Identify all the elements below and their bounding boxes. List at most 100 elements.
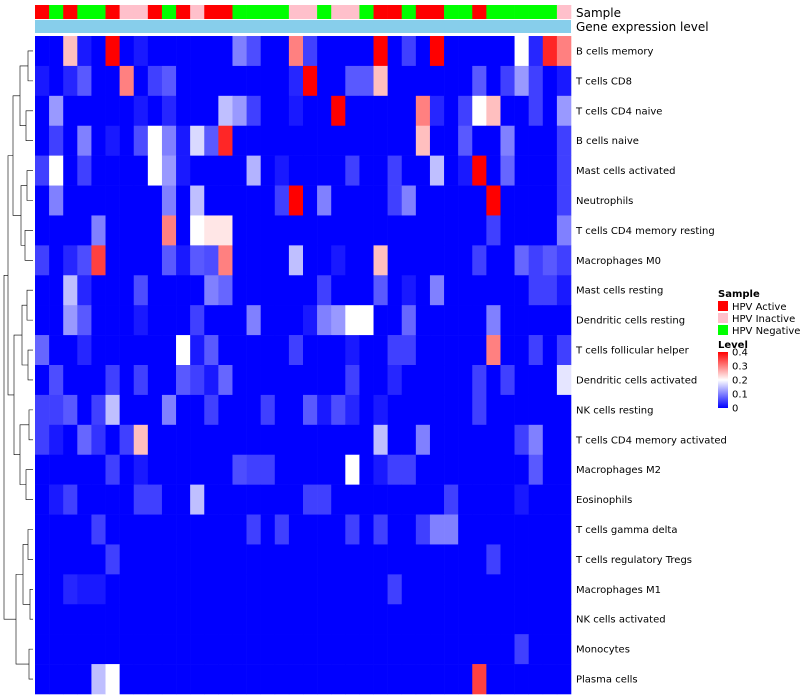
heatmap-cell: [246, 664, 261, 695]
heatmap-cell: [204, 514, 219, 545]
sample-legend-swatch: [718, 325, 728, 335]
heatmap-cell: [373, 514, 388, 545]
heatmap-cell: [444, 275, 459, 306]
heatmap-cell: [35, 95, 50, 127]
heatmap-cell: [77, 604, 92, 635]
heatmap-cell: [387, 305, 403, 336]
heatmap-cell: [260, 634, 276, 665]
heatmap-cell: [105, 634, 120, 665]
heatmap-cell: [345, 245, 360, 276]
heatmap-cell: [472, 514, 487, 545]
heatmap-cell: [429, 36, 445, 67]
heatmap-cell: [232, 454, 247, 485]
sample-annotation-cell: [486, 5, 501, 19]
heatmap-cell: [190, 36, 205, 67]
row-label: NK cells resting: [576, 405, 653, 416]
heatmap-cell: [133, 245, 149, 276]
heatmap-cell: [49, 664, 64, 695]
heatmap-cell: [444, 185, 459, 216]
heatmap-cell: [359, 215, 374, 246]
heatmap-cell: [49, 394, 64, 426]
sample-annotation-cell: [260, 5, 276, 19]
heatmap-cell: [49, 245, 64, 276]
heatmap-cell: [444, 514, 459, 545]
heatmap-cell: [147, 394, 163, 426]
heatmap-cell: [444, 574, 459, 605]
sample-annotation-cell: [458, 5, 473, 19]
heatmap-cell: [77, 365, 92, 396]
heatmap-cell: [232, 514, 247, 545]
heatmap-cell: [147, 454, 163, 485]
heatmap-cell: [331, 514, 346, 545]
sample-annotation-cell: [303, 5, 318, 19]
heatmap-cell: [528, 275, 544, 306]
heatmap-cell: [35, 36, 50, 67]
heatmap-cell: [401, 275, 417, 306]
heatmap-cell: [317, 484, 332, 515]
heatmap-cell: [303, 245, 318, 276]
heatmap-cell: [274, 65, 290, 97]
heatmap-cell: [472, 574, 487, 605]
sample-annotation-cell: [133, 5, 149, 19]
heatmap-cell: [147, 574, 163, 605]
heatmap-cell: [49, 634, 64, 665]
heatmap-cell: [147, 65, 163, 97]
row-label: B cells naive: [576, 136, 639, 147]
row-label: T cells CD4 memory resting: [575, 226, 715, 237]
heatmap-cell: [105, 36, 120, 67]
heatmap-cell: [387, 185, 403, 216]
heatmap-cell: [401, 185, 417, 216]
heatmap-cell: [119, 305, 135, 336]
heatmap-cell: [556, 65, 572, 97]
heatmap-cell: [232, 574, 247, 605]
heatmap-cell: [429, 155, 445, 186]
sample-annotation-cell: [147, 5, 163, 19]
heatmap-cell: [401, 95, 417, 127]
heatmap-cell: [303, 365, 318, 396]
heatmap-cell: [77, 305, 92, 336]
heatmap-cell: [77, 514, 92, 545]
heatmap-cell: [528, 394, 544, 426]
heatmap-cell: [542, 574, 558, 605]
heatmap-cell: [303, 454, 318, 485]
heatmap-cell: [232, 365, 247, 396]
heatmap-cell: [373, 65, 388, 97]
heatmap-cell: [77, 335, 92, 366]
heatmap-cell: [49, 215, 64, 246]
heatmap-cell: [528, 155, 544, 186]
sample-annotation-cell: [556, 5, 572, 19]
heatmap-cell: [317, 424, 332, 456]
heatmap-cell: [415, 544, 431, 575]
heatmap-cell: [542, 125, 558, 156]
row-label: Macrophages M0: [576, 256, 661, 267]
heatmap-cell: [331, 365, 346, 396]
heatmap-cell: [486, 95, 501, 127]
heatmap-cell: [486, 36, 501, 67]
heatmap-cell: [147, 604, 163, 635]
heatmap-cell: [444, 335, 459, 366]
heatmap-cell: [176, 484, 191, 515]
heatmap-cell: [514, 185, 529, 216]
heatmap-cell: [429, 365, 445, 396]
heatmap-cell: [288, 424, 304, 456]
heatmap-cell: [542, 424, 558, 456]
heatmap-cell: [331, 275, 346, 306]
heatmap-cell: [331, 484, 346, 515]
heatmap-cell: [218, 155, 233, 186]
heatmap-cell: [500, 185, 515, 216]
heatmap-cell: [429, 544, 445, 575]
heatmap-cell: [77, 544, 92, 575]
heatmap-cell: [500, 664, 515, 695]
heatmap-cell: [161, 365, 177, 396]
heatmap-cell: [49, 335, 64, 366]
dendrogram-branch: [25, 110, 33, 141]
heatmap-cell: [246, 275, 261, 306]
heatmap-cell: [429, 424, 445, 456]
heatmap-cell: [204, 305, 219, 336]
sample-annotation-cell: [161, 5, 177, 19]
heatmap-cell: [161, 574, 177, 605]
heatmap-cell: [105, 664, 120, 695]
heatmap-cell: [542, 514, 558, 545]
heatmap-cell: [415, 215, 431, 246]
heatmap-cell: [458, 544, 473, 575]
